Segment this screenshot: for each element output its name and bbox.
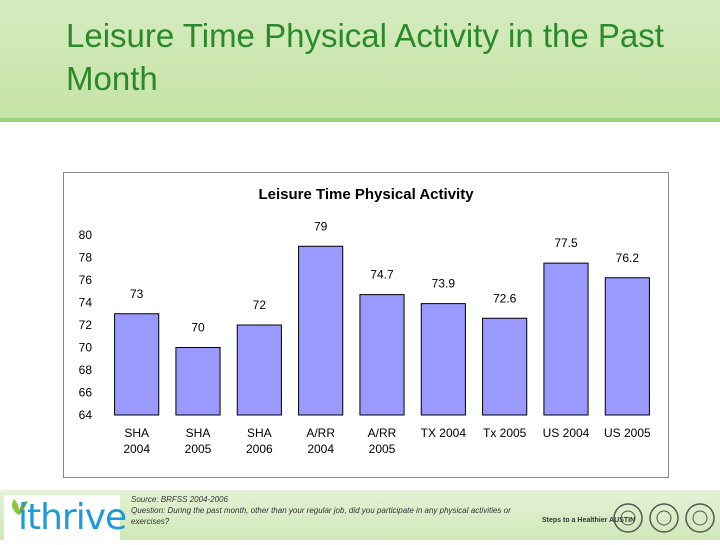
data-label: 74.7 — [370, 268, 394, 282]
partner-logo-text: Steps to a Healthier AUSTIN — [542, 517, 635, 524]
y-tick-label: 72 — [79, 318, 93, 332]
source-note: Source: BRFSS 2004-2006 Question: During… — [131, 494, 531, 527]
data-label: 70 — [191, 321, 205, 335]
bar — [236, 324, 282, 416]
chart-title: Leisure Time Physical Activity — [258, 186, 474, 203]
ithrive-logo: ithrive — [4, 495, 127, 540]
y-tick-label: 74 — [79, 296, 93, 310]
category-label: A/RR — [306, 426, 335, 440]
category-label: 2004 — [307, 442, 334, 456]
bar — [482, 317, 528, 416]
chart-container: Leisure Time Physical Activity 64 66 68 70 7… — [63, 172, 669, 478]
leaf-icon — [11, 499, 28, 515]
category-label: Tx 2005 — [483, 426, 527, 440]
title-banner — [0, 0, 720, 122]
partner-logos: Steps to a Healthier AUSTIN — [540, 496, 720, 540]
y-tick-label: 64 — [79, 408, 93, 422]
category-label: 2005 — [369, 442, 396, 456]
footer-band — [0, 490, 720, 540]
y-tick-label: 80 — [79, 228, 93, 242]
bar — [604, 277, 650, 416]
y-tick-label: 78 — [79, 251, 93, 265]
category-label: SHA — [247, 426, 272, 440]
y-tick-label: 66 — [79, 386, 93, 400]
bar — [114, 313, 160, 416]
data-label: 73 — [130, 287, 144, 301]
bar — [359, 294, 405, 416]
y-tick-label: 68 — [79, 363, 93, 377]
data-label: 73.9 — [432, 277, 456, 291]
category-label: US 2004 — [543, 426, 590, 440]
category-label: 2006 — [246, 442, 273, 456]
category-label: US 2005 — [604, 426, 651, 440]
source-line: Source: BRFSS 2004-2006 — [131, 495, 228, 504]
category-label: SHA — [186, 426, 211, 440]
y-tick-label: 76 — [79, 273, 93, 287]
category-label: TX 2004 — [421, 426, 467, 440]
y-tick-label: 70 — [79, 341, 93, 355]
category-label: A/RR — [368, 426, 397, 440]
question-line: Question: During the past month, other t… — [131, 506, 511, 526]
logo-text: ithrive — [18, 497, 127, 538]
bar — [298, 245, 344, 416]
data-label: 79 — [314, 219, 328, 233]
data-label: 72 — [253, 298, 267, 312]
bar — [420, 303, 466, 416]
category-label: 2005 — [185, 442, 212, 456]
page-title: Leisure Time Physical Activity in the Pa… — [66, 17, 664, 97]
data-label: 72.6 — [493, 291, 517, 305]
bar — [175, 347, 221, 416]
partner-seal-icon: Steps to a Healthier AUSTIN — [542, 503, 715, 533]
bar-chart: Leisure Time Physical Activity 64 66 68 70 7… — [79, 186, 651, 456]
category-label: SHA — [124, 426, 149, 440]
data-label: 76.2 — [616, 251, 640, 265]
data-label: 77.5 — [554, 236, 578, 250]
category-label: 2004 — [123, 442, 150, 456]
bar — [543, 262, 589, 416]
